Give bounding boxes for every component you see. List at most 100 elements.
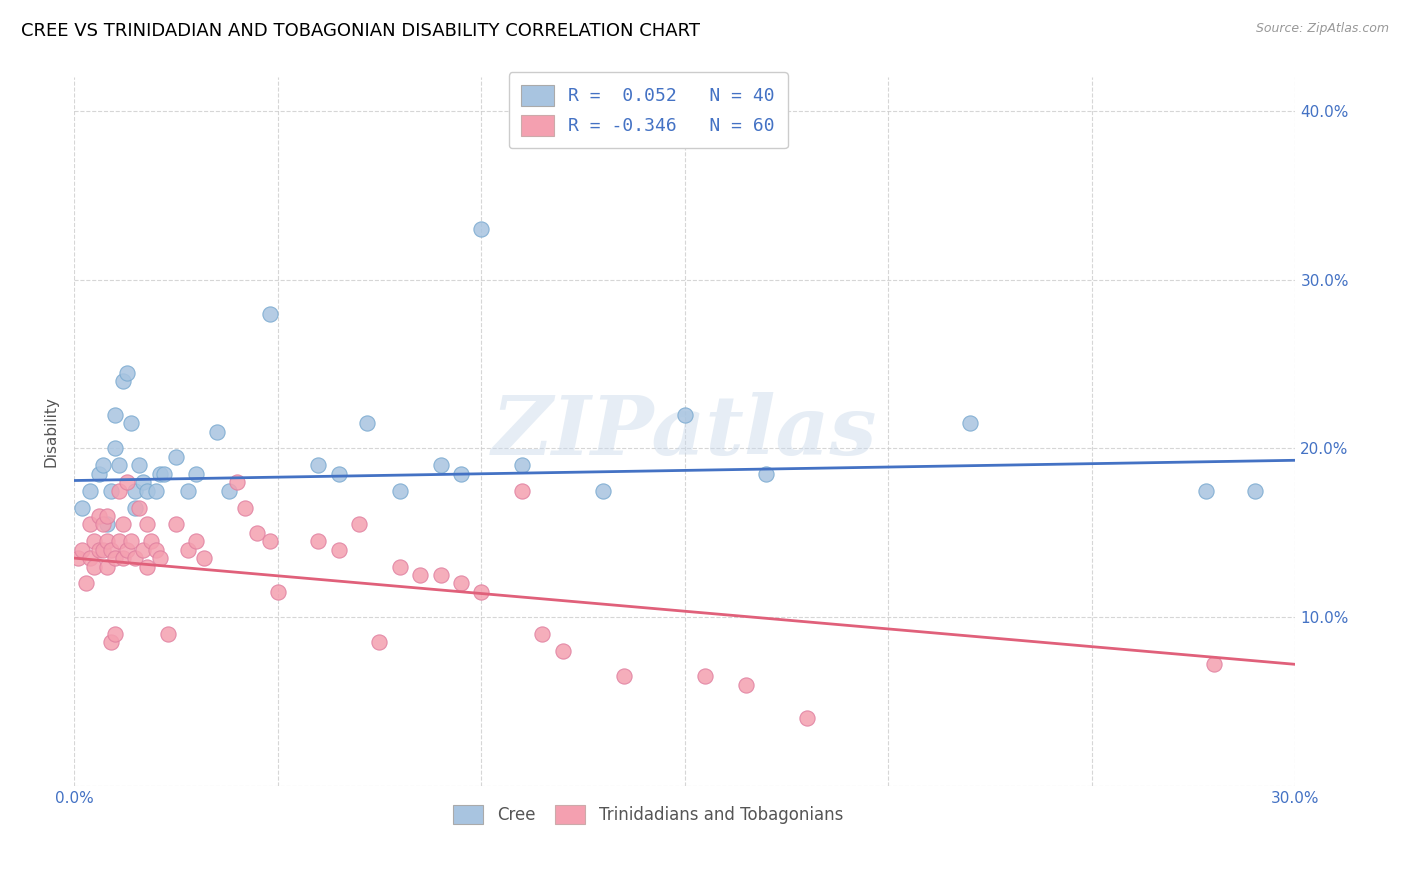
Point [120,534,142,549]
Point [115,542,138,557]
Point [755,467,778,481]
Point [100,542,122,557]
Point [79,551,101,566]
Point [307,458,329,473]
Point [165,450,187,464]
Point [177,542,200,557]
Point [734,677,756,691]
Point [91,458,114,473]
Point [613,669,636,683]
Point [91,517,114,532]
Point [193,551,215,566]
Point [87,542,110,557]
Point [1195,483,1218,498]
Point [149,551,172,566]
Point [470,584,492,599]
Point [108,534,131,549]
Point [79,483,101,498]
Point [128,500,150,515]
Point [470,222,492,236]
Point [796,711,818,725]
Point [959,416,981,430]
Point [104,551,127,566]
Point [429,568,451,582]
Point [132,542,155,557]
Point [120,416,142,430]
Point [510,458,533,473]
Point [108,483,131,498]
Point [328,542,350,557]
Point [388,559,411,574]
Point [149,467,172,481]
Point [450,576,472,591]
Point [1202,657,1225,672]
Legend: Cree, Trinidadians and Tobagonians: Cree, Trinidadians and Tobagonians [443,795,853,834]
Point [91,542,114,557]
Point [79,517,101,532]
Point [388,483,411,498]
Text: Source: ZipAtlas.com: Source: ZipAtlas.com [1256,22,1389,36]
Point [104,408,127,422]
Point [156,627,179,641]
Text: CREE VS TRINIDADIAN AND TOBAGONIAN DISABILITY CORRELATION CHART: CREE VS TRINIDADIAN AND TOBAGONIAN DISAB… [21,22,700,40]
Point [96,534,118,549]
Point [531,627,554,641]
Point [259,534,281,549]
Point [70,542,93,557]
Point [259,307,281,321]
Point [108,458,131,473]
Point [266,584,288,599]
Point [136,483,159,498]
Point [75,576,97,591]
Point [186,534,208,549]
Point [246,525,269,540]
Point [124,500,146,515]
Point [100,483,122,498]
Point [233,500,256,515]
Point [83,559,105,574]
Point [124,483,146,498]
Point [145,542,167,557]
Point [145,483,167,498]
Point [100,635,122,649]
Point [551,644,574,658]
Y-axis label: Disability: Disability [44,396,58,467]
Point [165,517,187,532]
Point [218,483,240,498]
Point [205,425,228,439]
Point [136,559,159,574]
Point [70,500,93,515]
Point [429,458,451,473]
Point [132,475,155,490]
Point [1243,483,1265,498]
Point [111,517,134,532]
Point [328,467,350,481]
Point [356,416,378,430]
Point [115,475,138,490]
Point [104,627,127,641]
Point [450,467,472,481]
Point [673,408,696,422]
Point [128,458,150,473]
Point [96,517,118,532]
Point [104,442,127,456]
Point [177,483,200,498]
Point [152,467,174,481]
Text: ZIPatlas: ZIPatlas [492,392,877,472]
Point [96,508,118,523]
Point [409,568,432,582]
Point [115,366,138,380]
Point [111,374,134,388]
Point [592,483,614,498]
Point [83,534,105,549]
Point [136,517,159,532]
Point [695,669,717,683]
Point [67,551,90,566]
Point [368,635,391,649]
Point [124,551,146,566]
Point [96,559,118,574]
Point [87,467,110,481]
Point [141,534,163,549]
Point [226,475,249,490]
Point [111,551,134,566]
